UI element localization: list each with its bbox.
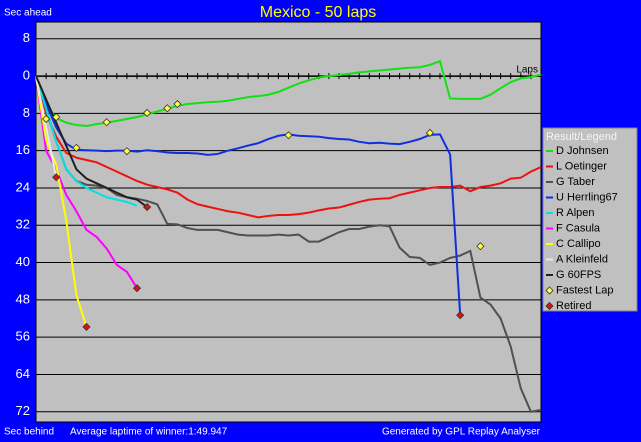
fastest_lap-marker bbox=[425, 128, 434, 138]
y-tick-label: 56 bbox=[16, 329, 30, 344]
chart-title: Mexico - 50 laps bbox=[260, 4, 377, 21]
legend-label: G Taber bbox=[556, 176, 595, 188]
legend-label: F Casula bbox=[556, 222, 601, 234]
series-line bbox=[35, 75, 58, 178]
retired-marker bbox=[82, 322, 91, 331]
retired-marker bbox=[143, 203, 152, 212]
y-tick-label: 8 bbox=[23, 30, 30, 45]
y-tick-label: 24 bbox=[16, 179, 30, 194]
legend-label: U Herrling67 bbox=[556, 191, 618, 203]
legend-label: C Callipo bbox=[556, 238, 601, 250]
fastest_lap-marker bbox=[173, 99, 182, 109]
y-tick-label: 40 bbox=[16, 254, 30, 269]
y-tick-label: 64 bbox=[16, 366, 30, 381]
y-tick-label: 72 bbox=[16, 403, 30, 418]
y-label-top: Sec ahead bbox=[4, 8, 52, 19]
legend-label: R Alpen bbox=[556, 207, 595, 219]
fastest_lap-marker bbox=[122, 147, 131, 156]
series-line bbox=[35, 75, 542, 219]
legend-marker bbox=[545, 286, 554, 295]
footer-left: Average laptime of winner:1:49.947 bbox=[70, 427, 228, 438]
y-tick-label: 8 bbox=[23, 105, 30, 120]
legend-label: A Kleinfeld bbox=[556, 253, 608, 265]
footer-right: Generated by GPL Replay Analyser bbox=[382, 427, 541, 438]
retired-marker bbox=[52, 173, 61, 182]
y-tick-label: 16 bbox=[16, 142, 30, 157]
retired-marker bbox=[132, 284, 142, 293]
y-tick-label: 32 bbox=[16, 217, 30, 232]
legend-box bbox=[542, 127, 638, 312]
fastest_lap-marker bbox=[42, 114, 51, 124]
series-line bbox=[35, 75, 138, 207]
retired-marker bbox=[456, 311, 465, 320]
series-line bbox=[35, 59, 542, 127]
x-axis-label: Laps bbox=[516, 65, 538, 76]
y-tick-label: 0 bbox=[23, 68, 30, 83]
legend-label: Fastest Lap bbox=[556, 284, 613, 296]
legend-label: G 60FPS bbox=[556, 269, 601, 281]
plot-area bbox=[35, 21, 542, 423]
series-line bbox=[35, 75, 462, 316]
y-label-bottom: Sec behind bbox=[4, 427, 54, 438]
legend-label: Retired bbox=[556, 300, 591, 312]
series-line bbox=[35, 75, 88, 328]
y-tick-label: 48 bbox=[16, 291, 30, 306]
fastest_lap-marker bbox=[52, 113, 61, 122]
fastest_lap-marker bbox=[143, 108, 152, 117]
legend-marker bbox=[545, 301, 554, 311]
fastest_lap-marker bbox=[284, 131, 293, 140]
fastest_lap-marker bbox=[72, 143, 81, 152]
legend-label: D Johnsen bbox=[556, 145, 609, 157]
fastest_lap-marker bbox=[102, 118, 111, 127]
fastest_lap-marker bbox=[476, 242, 485, 251]
legend-label: L Oetinger bbox=[556, 160, 607, 172]
fastest_lap-marker bbox=[163, 104, 172, 113]
legend-title: Result/Legend bbox=[546, 131, 617, 143]
